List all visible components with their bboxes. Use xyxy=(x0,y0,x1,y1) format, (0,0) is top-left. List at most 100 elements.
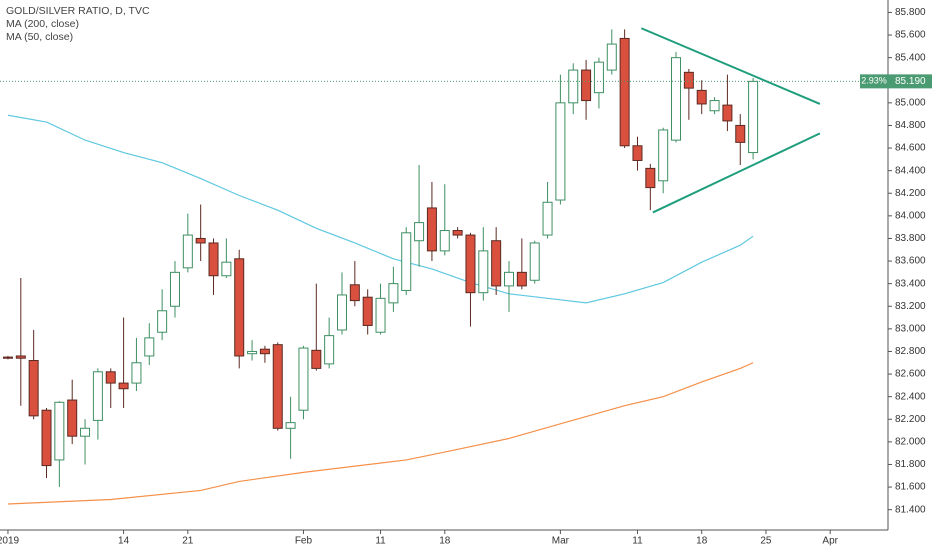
candle-body xyxy=(683,71,694,89)
y-tick-label: 81.400 xyxy=(895,504,926,515)
candle-body xyxy=(41,409,52,467)
candle-body xyxy=(362,296,373,326)
change-label-box xyxy=(860,74,888,89)
candle-body xyxy=(658,129,669,182)
y-tick-label: 82.200 xyxy=(895,414,926,425)
y-tick-label: 82.000 xyxy=(895,436,926,447)
y-tick-label: 84.400 xyxy=(895,165,926,176)
y-tick-label: 83.000 xyxy=(895,323,926,334)
candle-body xyxy=(388,283,399,304)
candle-body xyxy=(645,167,656,189)
candle-body xyxy=(272,344,283,429)
candle-body xyxy=(336,294,347,331)
candle-body xyxy=(401,232,412,291)
x-tick-label: 14 xyxy=(118,536,130,547)
candle-body xyxy=(2,356,13,359)
candle-body xyxy=(221,261,232,277)
change-label: 2.93% xyxy=(861,76,887,86)
candle-body xyxy=(542,201,553,236)
candle-body xyxy=(426,207,437,252)
y-tick-label: 84.200 xyxy=(895,188,926,199)
y-tick-label: 82.600 xyxy=(895,369,926,380)
candle-body xyxy=(349,284,360,302)
candle-body xyxy=(452,230,463,236)
y-tick-label: 83.600 xyxy=(895,256,926,267)
candle-body xyxy=(105,371,116,384)
y-tick-label: 82.400 xyxy=(895,391,926,402)
candle-body xyxy=(606,43,617,71)
candle-body xyxy=(696,89,707,105)
y-tick-label: 84.000 xyxy=(895,210,926,221)
candle-body xyxy=(478,250,489,294)
candle-body xyxy=(144,337,155,357)
y-tick-label: 81.800 xyxy=(895,459,926,470)
candle-body xyxy=(15,355,26,359)
candle-body xyxy=(516,271,527,287)
legend-entry: MA (200, close) xyxy=(6,18,79,30)
candle-body xyxy=(298,347,309,411)
candle-body xyxy=(439,230,450,252)
x-tick-label: 18 xyxy=(439,536,451,547)
candle-body xyxy=(169,271,180,307)
candle-body xyxy=(259,348,270,355)
candle-body xyxy=(131,362,142,384)
candle-body xyxy=(722,104,733,122)
y-tick-label: 85.400 xyxy=(895,52,926,63)
candle-body xyxy=(491,240,502,287)
x-tick-label: 21 xyxy=(182,536,194,547)
candle-body xyxy=(247,350,258,355)
y-tick-label: 84.800 xyxy=(895,120,926,131)
y-tick-label: 81.600 xyxy=(895,482,926,493)
candle-body xyxy=(80,427,91,437)
candle-body xyxy=(182,234,193,269)
candle-body xyxy=(234,258,245,357)
candle-body xyxy=(118,382,129,390)
x-tick-label: 11 xyxy=(375,536,386,547)
candle-body xyxy=(709,100,720,112)
candle-body xyxy=(504,271,515,287)
y-tick-label: 83.800 xyxy=(895,233,926,244)
candle-body xyxy=(311,349,322,369)
candle-body xyxy=(195,237,206,244)
price-label: 85.190 xyxy=(895,76,926,87)
y-tick-label: 83.200 xyxy=(895,301,926,312)
y-tick-label: 84.600 xyxy=(895,143,926,154)
candle-body xyxy=(581,69,592,102)
x-tick-label: 2019 xyxy=(0,536,20,547)
x-tick-label: 11 xyxy=(632,536,643,547)
candle-body xyxy=(285,422,296,429)
x-tick-label: Apr xyxy=(822,536,838,547)
chart-title: GOLD/SILVER RATIO, D, TVC xyxy=(6,5,150,17)
moving-average-line xyxy=(7,362,754,505)
y-tick-label: 85.000 xyxy=(895,97,926,108)
candle-body xyxy=(465,234,476,294)
candle-body xyxy=(671,57,682,141)
x-tick-label: 18 xyxy=(696,536,708,547)
x-tick-label: 25 xyxy=(760,536,772,547)
x-tick-label: Mar xyxy=(552,536,570,547)
candle-body xyxy=(619,37,630,147)
y-tick-label: 85.600 xyxy=(895,30,926,41)
candle-body xyxy=(414,222,425,242)
candle-body xyxy=(67,399,78,437)
trend-line xyxy=(640,27,821,105)
candle-body xyxy=(375,297,386,333)
candle-body xyxy=(748,80,759,154)
legend-entry: MA (50, close) xyxy=(6,31,73,43)
candle-body xyxy=(92,371,103,421)
moving-average-line xyxy=(7,114,754,304)
candle-body xyxy=(632,145,643,161)
candle-body xyxy=(593,61,604,94)
candle-body xyxy=(735,124,746,143)
y-tick-label: 83.400 xyxy=(895,278,926,289)
candle-body xyxy=(157,310,168,333)
candle-body xyxy=(54,401,65,461)
y-tick-label: 82.800 xyxy=(895,346,926,357)
candle-body xyxy=(529,242,540,281)
x-tick-label: Feb xyxy=(295,536,313,547)
candle-body xyxy=(324,335,335,365)
candle-body xyxy=(208,242,219,277)
candle-body xyxy=(555,102,566,201)
trend-line xyxy=(652,132,821,214)
